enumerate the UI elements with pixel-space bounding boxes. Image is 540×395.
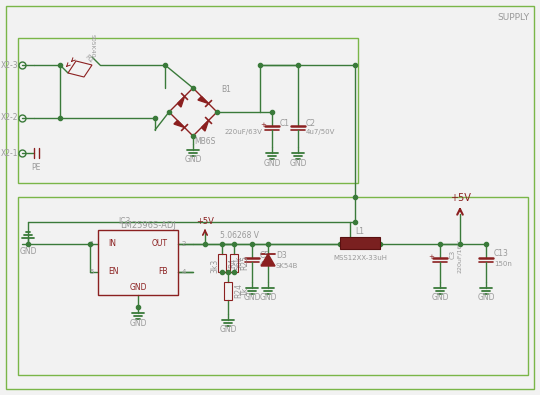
- Text: +5V: +5V: [450, 193, 470, 203]
- Polygon shape: [201, 120, 208, 131]
- Text: MB6S: MB6S: [194, 137, 215, 147]
- Text: 220uF/63V: 220uF/63V: [224, 129, 262, 135]
- Text: 5: 5: [90, 269, 94, 275]
- Text: X2-3: X2-3: [1, 60, 18, 70]
- Text: 5.06268 V: 5.06268 V: [220, 231, 259, 241]
- Text: IC3: IC3: [118, 216, 130, 226]
- Text: D3: D3: [276, 252, 287, 260]
- Text: 150n: 150n: [494, 261, 512, 267]
- Text: B1: B1: [221, 85, 231, 94]
- Text: S05K40: S05K40: [90, 34, 95, 58]
- Text: LM2596S-ADJ: LM2596S-ADJ: [120, 222, 176, 231]
- Text: MSS12XX-33uH: MSS12XX-33uH: [333, 255, 387, 261]
- Text: L1: L1: [355, 228, 364, 237]
- Text: GND: GND: [259, 293, 277, 303]
- Text: GND: GND: [19, 248, 37, 256]
- Text: X2-1: X2-1: [1, 149, 18, 158]
- Text: 56k: 56k: [234, 256, 243, 270]
- Text: 4u7/50V: 4u7/50V: [306, 129, 335, 135]
- Text: X2-2: X2-2: [1, 113, 18, 122]
- Text: EN: EN: [108, 267, 118, 276]
- Text: GND: GND: [129, 282, 147, 292]
- Text: C13: C13: [494, 250, 509, 258]
- Text: C2: C2: [306, 120, 316, 128]
- Text: R24: R24: [234, 284, 243, 299]
- Text: FB: FB: [159, 267, 168, 276]
- Text: 3k3: 3k3: [210, 259, 219, 273]
- Text: C1: C1: [280, 120, 290, 128]
- Text: C3: C3: [450, 249, 456, 259]
- Text: 2: 2: [182, 241, 186, 247]
- Bar: [18, 38, 358, 183]
- Polygon shape: [174, 120, 185, 128]
- Bar: [340, 237, 380, 249]
- Text: 1k: 1k: [240, 286, 249, 295]
- Polygon shape: [198, 96, 208, 103]
- Text: GND: GND: [477, 293, 495, 303]
- Text: GND: GND: [184, 156, 202, 164]
- Text: +5V: +5V: [196, 218, 214, 226]
- Text: GND: GND: [264, 158, 281, 167]
- Text: R25: R25: [240, 256, 249, 271]
- Text: GND: GND: [243, 293, 261, 303]
- Text: SK54B: SK54B: [276, 263, 299, 269]
- Text: 1: 1: [90, 241, 94, 247]
- Text: R4: R4: [228, 258, 237, 268]
- Text: +: +: [428, 254, 434, 260]
- Text: +: +: [260, 122, 266, 128]
- Polygon shape: [261, 254, 275, 266]
- Text: PE: PE: [31, 163, 40, 172]
- Text: C5: C5: [260, 252, 270, 260]
- Text: 220uF/16V: 220uF/16V: [457, 239, 462, 273]
- Text: OUT: OUT: [152, 239, 168, 248]
- Text: IN: IN: [108, 239, 116, 248]
- Bar: [230, 254, 238, 272]
- Bar: [224, 282, 232, 300]
- Bar: [98, 230, 178, 295]
- Text: 4n7: 4n7: [260, 261, 273, 267]
- Text: SUPPLY: SUPPLY: [498, 13, 530, 22]
- Bar: [218, 254, 226, 272]
- Text: GND: GND: [129, 318, 147, 327]
- Text: R1: R1: [84, 53, 95, 64]
- Text: 4: 4: [182, 269, 186, 275]
- Bar: [18, 197, 528, 375]
- Text: GND: GND: [431, 293, 449, 303]
- Text: GND: GND: [219, 325, 237, 335]
- Polygon shape: [178, 96, 185, 107]
- Text: GND: GND: [289, 158, 307, 167]
